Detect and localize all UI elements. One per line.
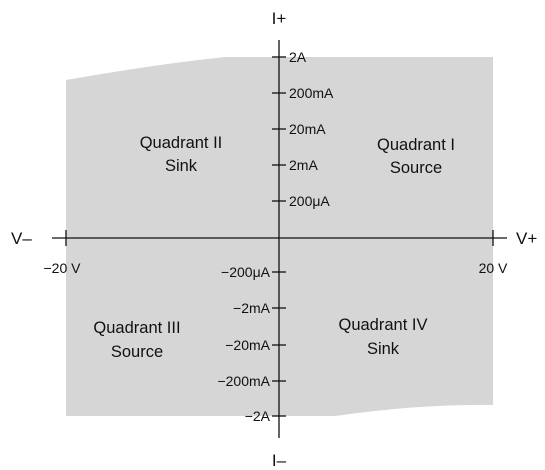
quadrant-3-role: Source [111,343,163,361]
y-tick-label: −200mA [217,373,270,389]
y-tick-label: −2mA [233,300,271,316]
i-plus-label: I+ [272,9,287,28]
quadrant-1-role: Source [390,159,442,177]
y-tick-label: −200μA [221,264,271,280]
y-tick-label: −20mA [225,337,270,353]
y-tick-label: 2A [289,49,307,65]
x-tick-left-label: −20 V [44,260,82,276]
i-minus-label: I– [272,451,287,470]
quadrant-2-name: Quadrant II [140,134,223,152]
x-tick-right-label: 20 V [479,260,508,276]
y-tick-label: 200μA [289,193,330,209]
y-tick-label: 20mA [289,121,326,137]
y-tick-label: −2A [245,408,271,424]
quadrant-1-name: Quadrant I [377,136,455,154]
quadrant-4-role: Sink [367,340,400,358]
quadrant-3-name: Quadrant III [93,319,180,337]
y-tick-label: 200mA [289,85,334,101]
quadrant-4-name: Quadrant IV [339,316,428,334]
v-plus-label: V+ [516,229,537,248]
y-tick-label: 2mA [289,157,318,173]
v-minus-label: V– [11,229,32,248]
quadrant-2-role: Sink [165,157,198,175]
